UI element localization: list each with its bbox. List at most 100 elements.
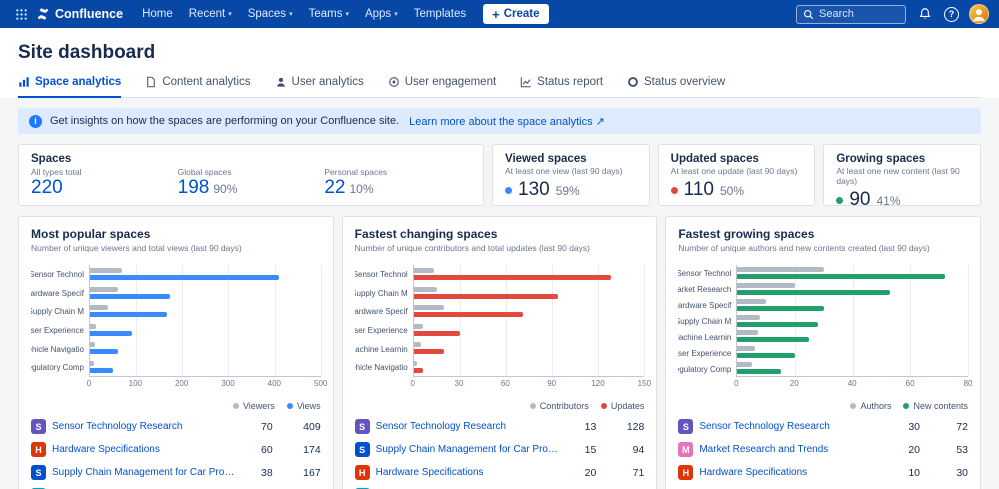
x-axis-tick: 20 [789, 379, 799, 388]
y-axis-label: User Experience [678, 348, 732, 358]
space-link[interactable]: Supply Chain Management for Car Producti… [375, 444, 559, 455]
bar-contributors [413, 268, 434, 274]
tab-status-report[interactable]: Status report [520, 76, 603, 98]
bar-group [737, 313, 968, 329]
space-link[interactable]: Sensor Technology Research [699, 421, 830, 432]
chevron-down-icon: ▾ [345, 11, 349, 18]
bar-group [413, 302, 645, 321]
table-value-1: 13 [584, 420, 597, 433]
y-axis-label: Regulatory Comp [678, 364, 732, 374]
y-axis-label: Regulatory Comp [31, 363, 84, 373]
x-axis-tick: 40 [847, 379, 857, 388]
bar-group [413, 284, 645, 303]
bar-group [737, 281, 968, 297]
create-button-label: Create [503, 8, 540, 20]
chart-legend: Contributors Updates [355, 401, 645, 411]
gridline [505, 265, 507, 376]
stat-card-subtitle: At least one view (last 90 days) [505, 166, 623, 176]
space-link[interactable]: Hardware Specifications [699, 467, 808, 478]
tab-user-analytics[interactable]: User analytics [275, 76, 364, 98]
plot-area [736, 265, 970, 377]
nav-item-apps[interactable]: Apps ▾ [358, 4, 405, 24]
chart-panel-most-popular-spaces: Most popular spaces Number of unique view… [18, 216, 334, 489]
legend-dot-icon [850, 403, 857, 409]
nav-item-templates[interactable]: Templates [407, 4, 473, 24]
nav-item-recent[interactable]: Recent ▾ [182, 4, 239, 24]
bar-new-contents [737, 321, 819, 327]
bar-group [737, 360, 968, 376]
chevron-down-icon: ▾ [289, 11, 293, 18]
table-value-2: 53 [956, 443, 969, 456]
metric-label: Personal spaces [324, 167, 388, 177]
user-icon [275, 76, 287, 88]
spaces-table: S Sensor Technology Research 13 128 S Supply … [354, 415, 645, 489]
table-value-1: 70 [260, 420, 273, 433]
tab-status-overview[interactable]: Status overview [627, 76, 725, 98]
stat-card-title: Updated spaces [670, 153, 759, 165]
user-avatar[interactable] [969, 4, 989, 24]
table-row: S Sensor Technology Research 13 128 [354, 415, 645, 438]
search-input[interactable] [819, 8, 901, 20]
gridline [852, 265, 854, 376]
confluence-logo-icon [36, 7, 50, 21]
space-link[interactable]: Market Research and Trends [699, 444, 829, 455]
space-link[interactable]: Sensor Technology Research [52, 421, 183, 432]
confluence-logo[interactable]: Confluence [36, 7, 123, 21]
table-row: UUser Experience Design1390 [31, 484, 321, 489]
plot-area [89, 265, 322, 377]
search-box[interactable] [796, 4, 906, 24]
bar-new-contents [737, 305, 824, 311]
space-link[interactable]: Sensor Technology Research [375, 421, 507, 432]
external-link-icon: ↗ [595, 115, 605, 128]
bar-group [413, 321, 645, 340]
page-title: Site dashboard [18, 42, 156, 63]
bar-authors [737, 362, 752, 368]
status-dot-icon [505, 186, 512, 194]
info-icon: i [29, 114, 42, 128]
tab-space-analytics[interactable]: Space analytics [18, 76, 122, 98]
bar-authors [737, 346, 755, 352]
app-switcher-icon[interactable] [10, 3, 32, 25]
table-value-2: 128 [626, 420, 645, 433]
bar-group [90, 339, 321, 358]
bar-contributors [413, 286, 437, 292]
notifications-bell-icon[interactable] [916, 5, 934, 23]
nav-item-home[interactable]: Home [135, 4, 180, 24]
table-row: H Hardware Specifications 60 174 [31, 438, 321, 461]
space-icon: S [31, 419, 46, 434]
metric-percent: 90% [213, 182, 238, 196]
nav-item-spaces[interactable]: Spaces ▾ [241, 4, 300, 24]
legend-label: Updates [610, 401, 645, 411]
chevron-down-icon: ▾ [228, 11, 232, 18]
bar-chart: Sensor Technol Market Research Hardware Sp… [678, 265, 970, 377]
legend-label: Views [296, 401, 321, 411]
bar-authors [737, 330, 758, 336]
bar-views [90, 293, 171, 299]
table-row: M Market Research and Trends 20 53 [678, 438, 968, 461]
bar-authors [737, 282, 795, 288]
legend-item-new-contents: New contents [903, 401, 968, 411]
help-icon[interactable]: ? [944, 6, 959, 22]
learn-more-link[interactable]: Learn more about the space analytics ↗ [409, 115, 605, 128]
stat-card-value-row: 90 41% [836, 189, 968, 211]
metric-label: Global spaces [177, 167, 232, 177]
chart-legend: Authors New contents [678, 401, 968, 411]
bar-viewers [90, 268, 123, 274]
stat-card-title: Growing spaces [836, 153, 926, 165]
tab-user-engagement[interactable]: User engagement [388, 76, 496, 98]
bar-authors [737, 314, 761, 320]
table-row: S Sensor Technology Research 30 72 [678, 415, 968, 438]
bar-views [90, 312, 168, 318]
space-link[interactable]: Hardware Specifications [375, 467, 484, 478]
bar-group [413, 358, 645, 377]
x-axis-tick: 90 [547, 379, 557, 388]
tab-content-analytics[interactable]: Content analytics [145, 76, 251, 98]
spaces-metric-personal-spaces: Personal spaces 22 10% [324, 167, 471, 199]
chevron-down-icon: ▾ [394, 11, 398, 18]
engagement-icon [388, 76, 400, 88]
info-banner: i Get insights on how the spaces are per… [18, 108, 981, 134]
create-button[interactable]: + Create [483, 4, 549, 24]
space-link[interactable]: Hardware Specifications [52, 444, 160, 455]
nav-item-teams[interactable]: Teams ▾ [302, 4, 356, 24]
space-link[interactable]: Supply Chain Management for Car Producti… [52, 467, 235, 478]
